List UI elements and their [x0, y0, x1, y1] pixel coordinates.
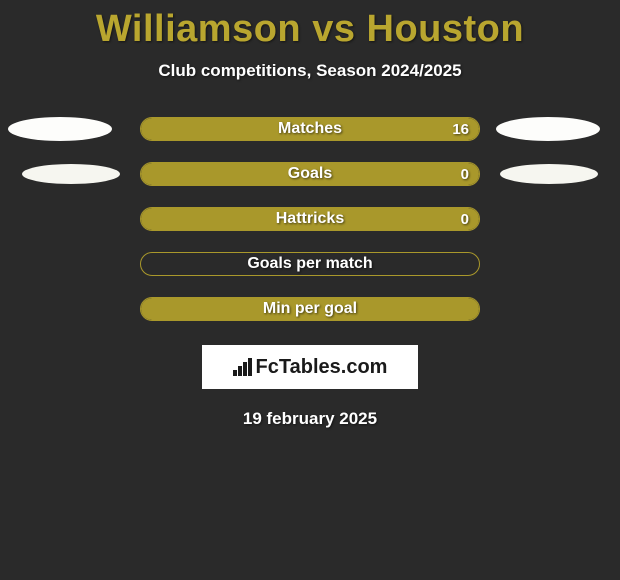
flag-ellipse-right: [496, 117, 600, 141]
stat-label: Goals: [141, 163, 479, 185]
stat-label: Min per goal: [141, 298, 479, 320]
flag-ellipse-left: [22, 164, 120, 184]
stat-bar: Min per goal: [140, 297, 480, 321]
logo-box: FcTables.com: [202, 345, 418, 389]
stat-row: Min per goal: [0, 297, 620, 321]
logo-text: FcTables.com: [256, 356, 388, 379]
stat-label: Hattricks: [141, 208, 479, 230]
stat-bar: Matches16: [140, 117, 480, 141]
stat-label: Goals per match: [141, 253, 479, 275]
flag-ellipse-right: [500, 164, 598, 184]
stat-bar: Goals per match: [140, 252, 480, 276]
flag-ellipse-left: [8, 117, 112, 141]
chart-icon: [233, 358, 252, 376]
stat-value: 16: [452, 118, 469, 140]
stat-rows: Matches16Goals0Hattricks0Goals per match…: [0, 117, 620, 321]
stat-row: Matches16: [0, 117, 620, 141]
stat-value: 0: [461, 163, 469, 185]
stat-bar: Goals0: [140, 162, 480, 186]
stat-row: Hattricks0: [0, 207, 620, 231]
stat-bar: Hattricks0: [140, 207, 480, 231]
stat-value: 0: [461, 208, 469, 230]
stat-row: Goals0: [0, 162, 620, 186]
date-text: 19 february 2025: [0, 409, 620, 429]
stat-row: Goals per match: [0, 252, 620, 276]
page-title: Williamson vs Houston: [0, 0, 620, 51]
stat-label: Matches: [141, 118, 479, 140]
page-subtitle: Club competitions, Season 2024/2025: [0, 61, 620, 81]
